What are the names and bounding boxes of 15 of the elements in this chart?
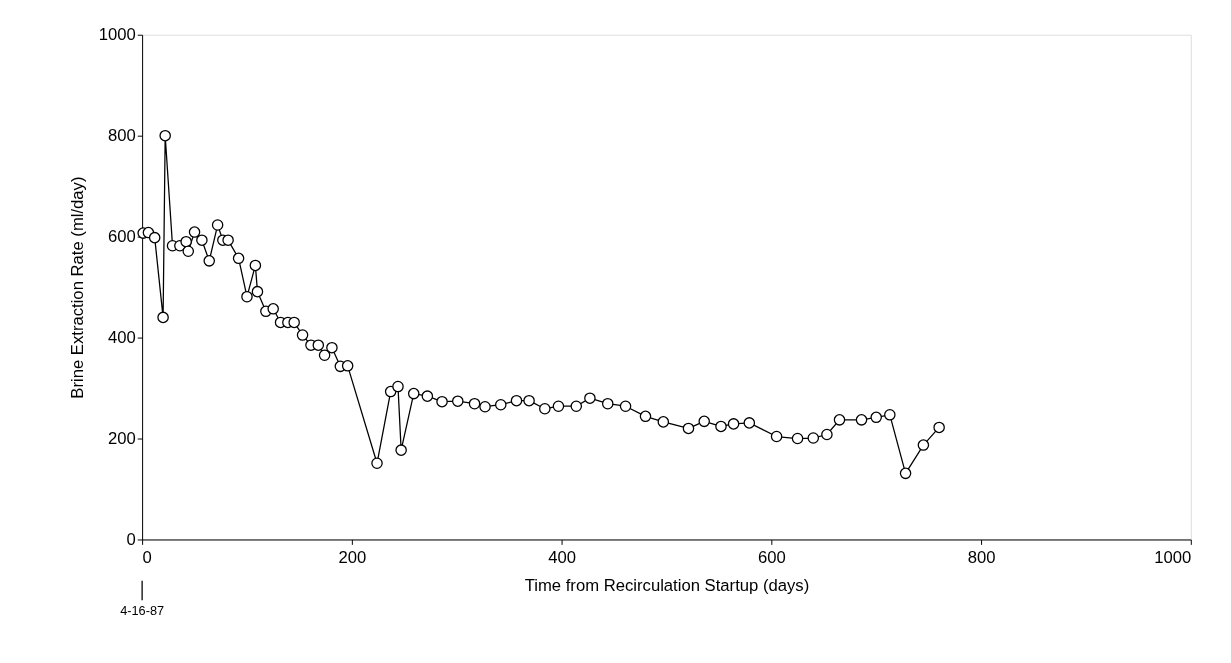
y-tick-label: 0	[126, 529, 136, 549]
y-tick-label: 600	[107, 227, 136, 247]
x-tick-label: 0	[142, 548, 152, 568]
x-tick-label: 600	[757, 548, 786, 568]
y-tick-label: 1000	[98, 25, 136, 45]
x-tick-label: 200	[338, 548, 367, 568]
x-tick-label: 400	[548, 548, 576, 568]
y-tick-label: 400	[107, 327, 136, 347]
y-tick-label: 200	[107, 428, 136, 448]
x-tick-label: 1000	[1154, 548, 1192, 568]
x-axis-title: Time from Recirculation Startup (days)	[524, 575, 810, 595]
y-axis-title: Brine Extraction Rate (ml/day)	[68, 176, 87, 399]
x-tick-label: 800	[967, 548, 996, 568]
y-tick-label: 800	[107, 126, 136, 146]
annotation: 4-16-87	[120, 602, 165, 618]
